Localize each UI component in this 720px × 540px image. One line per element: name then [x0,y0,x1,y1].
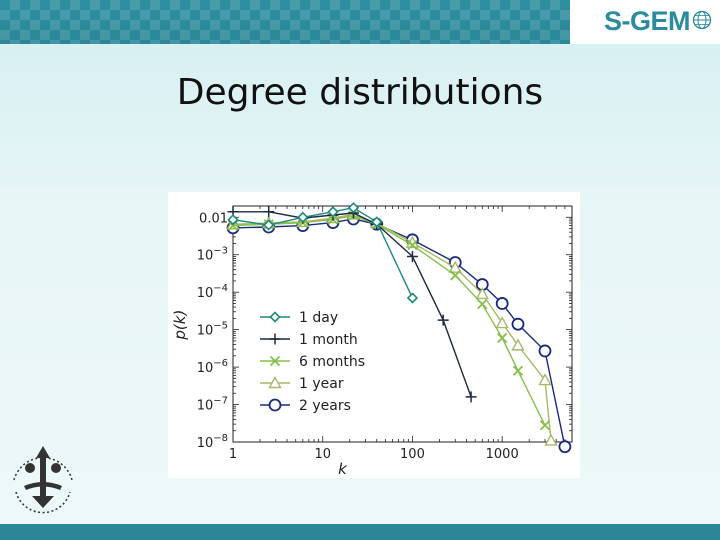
data-point [371,216,383,228]
legend-entry: 1 month [260,332,358,348]
data-point [477,298,488,310]
plot-frame [232,205,573,443]
data-point [406,292,419,304]
data-point [512,365,524,376]
y-tick-label: 10−8 [197,433,228,451]
footer-bar [0,524,720,540]
series-line [232,215,546,426]
legend-entry: 1 day [260,310,338,326]
degree-distribution-chart: 1 10 100 1000 0.01 10−3 10−4 10−5 10−6 10−7 10−8 k p… [168,192,580,478]
legend-marker [268,398,282,412]
data-point [558,440,572,454]
data-point [538,344,552,358]
data-point [475,286,489,300]
data-point [544,433,558,446]
data-point [407,240,418,251]
legend-label: 2 years [299,398,351,414]
y-axis-label: p(k) [171,310,189,341]
legend: 1 day 1 month 6 months 1 year 2 years [260,310,365,414]
series-line [232,218,566,447]
globe-icon [692,10,712,30]
legend-entry: 2 years [260,398,351,414]
legend-label: 1 year [299,376,344,392]
logo-text: S-GEM [603,6,691,36]
x-tick-label: 10 [314,447,331,462]
y-tick-label: 10−5 [197,321,228,339]
data-point [347,202,360,214]
legend-marker [269,333,281,345]
data-point [263,219,275,231]
data-point [227,220,239,231]
y-tick-label: 10−7 [197,396,228,414]
data-point [448,260,462,273]
data-point [406,250,418,262]
legend-entry: 6 months [260,354,365,370]
series-line [232,206,414,299]
x-tick-label: 1 [229,447,237,462]
y-tick-label: 10−6 [197,358,228,376]
x-axis-label: k [338,460,348,478]
data-point [437,314,449,326]
data-point [263,206,275,218]
data-point [465,391,477,403]
y-tick-label: 10−4 [197,283,228,301]
legend-label: 1 day [299,310,338,326]
data-point [539,420,551,431]
logo-panel: S-GEM [570,0,720,44]
data-point [450,270,461,281]
data-point [511,338,525,351]
x-tick-label: 100 [400,447,425,462]
series-1-month [227,206,477,403]
data-point [497,332,508,344]
legend-label: 6 months [299,354,365,370]
legend-marker [269,311,281,323]
series-2-years [226,212,572,454]
data-point [495,297,509,310]
series-1-day [227,202,419,304]
data-point [495,316,509,329]
header-bar: S-GEM [0,0,720,44]
header-pattern [0,0,570,44]
slide-title: Degree distributions [176,72,544,113]
data-point [327,206,339,218]
y-tick-label: 10−3 [197,246,228,264]
data-point [511,317,525,331]
legend-entry: 1 year [260,376,344,392]
legend-marker [269,355,281,367]
university-seal-logo [13,446,73,514]
y-tick-label: 0.01 [199,211,228,226]
data-point [227,214,239,226]
data-point [538,373,552,386]
legend-marker [268,376,282,389]
legend-label: 1 month [299,332,358,348]
x-tick-label: 1000 [486,447,519,462]
data-point [297,211,309,223]
